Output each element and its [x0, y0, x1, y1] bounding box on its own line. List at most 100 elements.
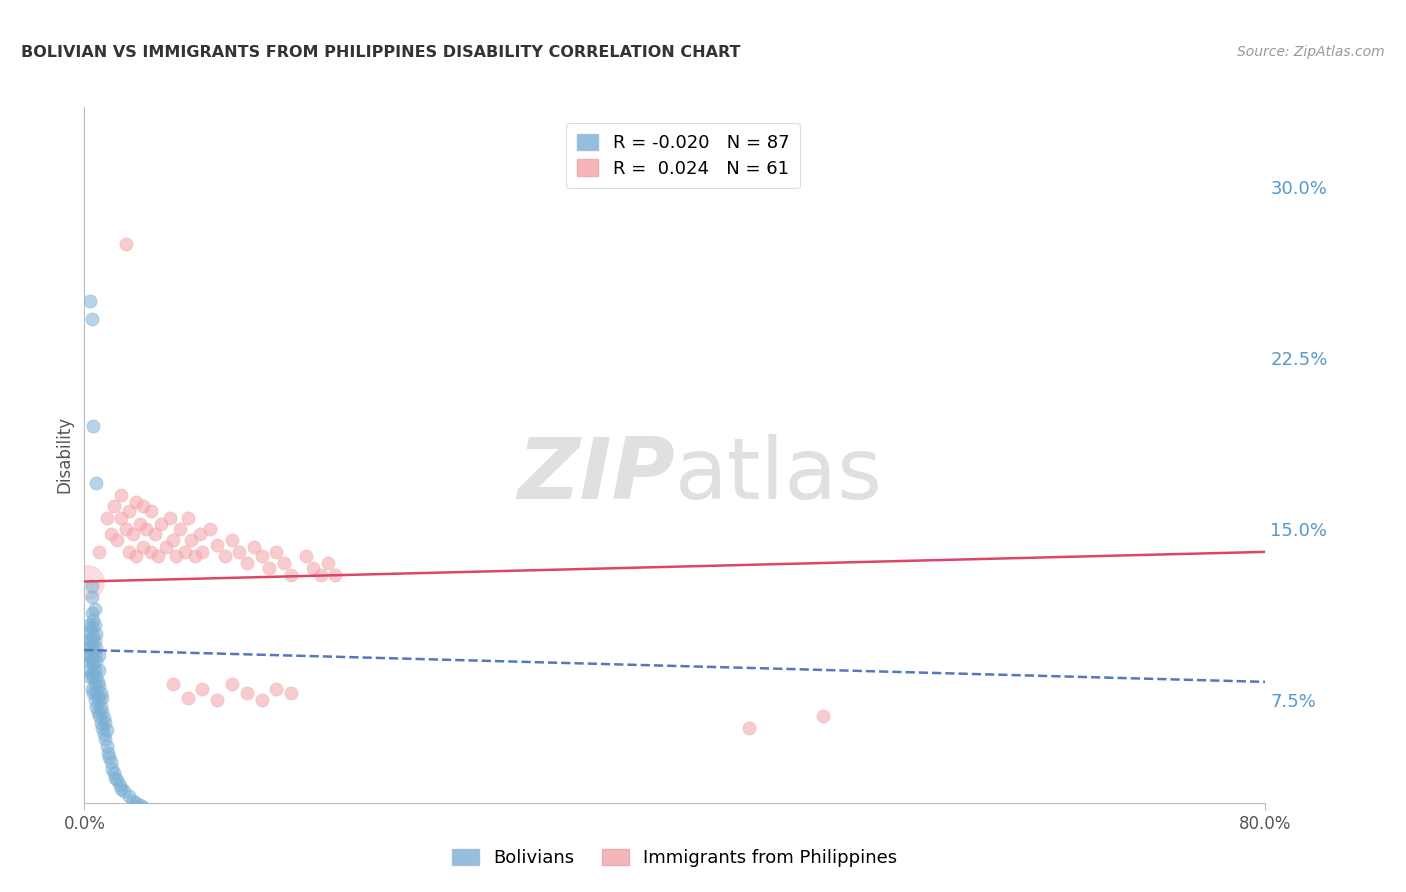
- Point: [207, 816, 229, 830]
- Point: [236, 556, 259, 570]
- Point: [118, 504, 141, 518]
- Point: [114, 522, 136, 536]
- Point: [155, 807, 177, 822]
- Y-axis label: Disability: Disability: [55, 417, 73, 493]
- Point: [80, 652, 103, 666]
- Point: [325, 567, 347, 582]
- Point: [87, 648, 111, 662]
- Point: [125, 494, 148, 508]
- Point: [76, 648, 98, 662]
- Point: [82, 643, 104, 657]
- Point: [139, 504, 162, 518]
- Point: [77, 648, 100, 662]
- Point: [162, 809, 184, 823]
- Point: [129, 517, 152, 532]
- Point: [129, 798, 152, 813]
- Point: [86, 705, 108, 719]
- Point: [82, 629, 104, 643]
- Point: [84, 654, 107, 668]
- Point: [118, 789, 141, 803]
- Point: [87, 545, 111, 559]
- Point: [302, 561, 325, 575]
- Point: [100, 755, 122, 769]
- Point: [214, 549, 236, 564]
- Point: [96, 510, 118, 524]
- Point: [84, 627, 107, 641]
- Point: [93, 727, 115, 741]
- Point: [83, 677, 105, 691]
- Point: [80, 665, 103, 680]
- Point: [87, 680, 111, 694]
- Point: [86, 674, 108, 689]
- Point: [150, 517, 173, 532]
- Text: BOLIVIAN VS IMMIGRANTS FROM PHILIPPINES DISABILITY CORRELATION CHART: BOLIVIAN VS IMMIGRANTS FROM PHILIPPINES …: [21, 45, 741, 60]
- Text: atlas: atlas: [675, 434, 883, 517]
- Point: [83, 602, 105, 616]
- Point: [82, 657, 104, 671]
- Point: [191, 545, 214, 559]
- Point: [83, 664, 105, 678]
- Point: [87, 709, 111, 723]
- Point: [110, 782, 132, 797]
- Point: [162, 677, 184, 691]
- Point: [80, 620, 103, 634]
- Point: [82, 670, 104, 684]
- Point: [132, 800, 155, 814]
- Point: [96, 723, 118, 737]
- Point: [165, 549, 187, 564]
- Point: [100, 526, 122, 541]
- Point: [93, 711, 115, 725]
- Point: [79, 654, 101, 668]
- Point: [87, 693, 111, 707]
- Point: [103, 500, 125, 514]
- Point: [221, 819, 243, 833]
- Point: [309, 825, 332, 839]
- Point: [79, 293, 101, 308]
- Point: [82, 613, 104, 627]
- Point: [122, 793, 145, 807]
- Point: [162, 533, 184, 548]
- Point: [250, 693, 273, 707]
- Point: [91, 690, 114, 705]
- Point: [177, 510, 200, 524]
- Point: [105, 533, 128, 548]
- Point: [82, 419, 104, 434]
- Point: [177, 690, 200, 705]
- Point: [266, 545, 288, 559]
- Point: [80, 607, 103, 621]
- Point: [139, 803, 162, 817]
- Point: [112, 784, 135, 798]
- Point: [84, 476, 107, 491]
- Point: [91, 721, 114, 735]
- Point: [79, 640, 101, 655]
- Point: [84, 670, 107, 684]
- Point: [83, 648, 105, 662]
- Point: [80, 579, 103, 593]
- Point: [97, 746, 120, 760]
- Point: [236, 821, 259, 835]
- Point: [80, 312, 103, 326]
- Point: [83, 693, 105, 707]
- Point: [86, 689, 108, 703]
- Point: [148, 549, 170, 564]
- Point: [143, 526, 166, 541]
- Point: [77, 632, 100, 646]
- Point: [84, 640, 107, 655]
- Point: [135, 522, 157, 536]
- Point: [236, 686, 259, 700]
- Point: [148, 805, 170, 819]
- Point: [110, 488, 132, 502]
- Point: [266, 823, 288, 838]
- Point: [280, 686, 302, 700]
- Point: [114, 236, 136, 251]
- Point: [122, 526, 145, 541]
- Legend: R = -0.020   N = 87, R =  0.024   N = 61: R = -0.020 N = 87, R = 0.024 N = 61: [565, 123, 800, 188]
- Point: [191, 681, 214, 696]
- Point: [83, 618, 105, 632]
- Point: [94, 715, 117, 730]
- Point: [280, 567, 302, 582]
- Point: [101, 762, 124, 776]
- Point: [243, 541, 266, 555]
- Point: [180, 533, 202, 548]
- Point: [228, 545, 250, 559]
